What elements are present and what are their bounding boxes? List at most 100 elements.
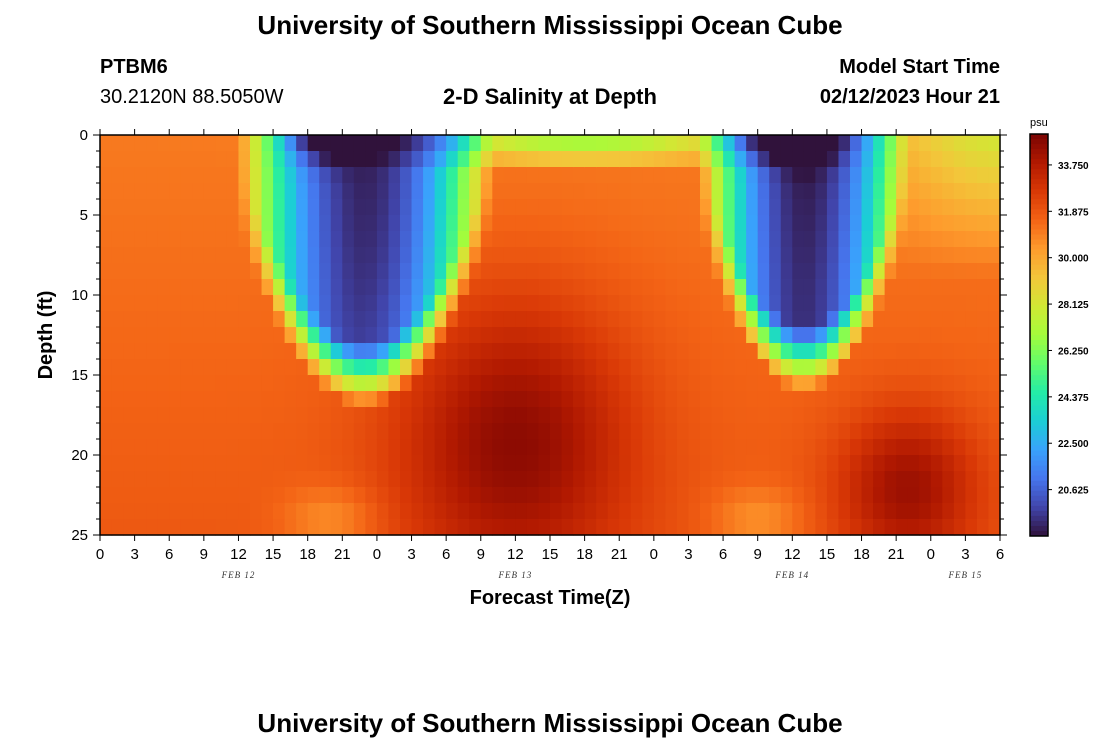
heatmap-cell [815,167,828,184]
heatmap-cell [919,151,932,168]
heatmap-cell [896,263,909,280]
heatmap-cell [423,295,436,312]
heatmap-cell [215,263,228,280]
heatmap-cell [861,439,874,456]
heatmap-cell [700,487,713,504]
heatmap-cell [192,407,205,424]
heatmap-cell [861,487,874,504]
heatmap-cell [919,231,932,248]
heatmap-cell [815,343,828,360]
heatmap-cell [215,471,228,488]
heatmap-cell [896,343,909,360]
heatmap-cell [330,279,343,296]
y-tick-label: 25 [71,527,88,544]
heatmap-cell [930,359,943,376]
heatmap-cell [192,327,205,344]
heatmap-cell [676,183,690,200]
heatmap-cell [261,215,274,232]
heatmap-cell [884,375,897,392]
heatmap-cell [965,455,978,472]
heatmap-cell [203,183,216,200]
day-label: FEB 14 [774,570,809,580]
heatmap-cell [261,391,274,408]
heatmap-cell [284,375,297,392]
heatmap-cell [376,391,390,408]
heatmap-cell [457,343,470,360]
heatmap-cell [965,247,978,264]
heatmap-cell [930,151,943,168]
heatmap-cell [192,487,205,504]
heatmap-cell [665,439,678,456]
heatmap-cell [769,215,782,232]
heatmap-cell [965,263,978,280]
heatmap-cell [942,423,955,440]
heatmap-cell [988,375,1001,392]
heatmap-cell [642,455,655,472]
heatmap-cell [550,455,563,472]
heatmap-cell [953,295,966,312]
heatmap-cell [180,151,193,168]
heatmap-cell [746,519,759,536]
heatmap-cell [434,231,447,248]
heatmap-cell [203,327,216,344]
heatmap-cell [226,407,240,424]
heatmap-cell [919,487,932,504]
heatmap-cell [584,263,597,280]
heatmap-cell [538,215,551,232]
heatmap-cell [988,295,1001,312]
heatmap-cell [319,455,332,472]
heatmap-cell [896,375,909,392]
heatmap-cell [780,407,793,424]
heatmap-cell [988,231,1001,248]
heatmap-cell [676,343,690,360]
heatmap-cell [988,263,1001,280]
heatmap-cell [873,311,886,328]
heatmap-cell [157,247,170,264]
heatmap-cell [503,343,516,360]
heatmap-cell [492,423,505,440]
heatmap-cell [746,279,759,296]
heatmap-cell [457,327,470,344]
heatmap-cell [584,327,597,344]
heatmap-cell [203,263,216,280]
colorbar-segment [1030,314,1048,321]
heatmap-cell [400,199,413,216]
heatmap-cell [180,519,193,536]
heatmap-cell [688,279,701,296]
heatmap-cell [423,327,436,344]
colorbar-segment [1030,159,1048,165]
heatmap-cell [319,311,332,328]
heatmap-cell [930,391,943,408]
heatmap-cell [676,487,690,504]
heatmap-cell [434,487,447,504]
heatmap-cell [873,135,886,152]
heatmap-cell [665,263,678,280]
heatmap-cell [584,151,597,168]
heatmap-cell [815,199,828,216]
heatmap-cell [526,167,540,184]
heatmap-cell [838,183,851,200]
heatmap-cell [411,263,424,280]
heatmap-cell [238,327,251,344]
heatmap-cell [515,359,528,376]
heatmap-cell [365,391,378,408]
heatmap-cell [203,311,216,328]
heatmap-cell [400,247,413,264]
heatmap-cell [619,199,632,216]
heatmap-cell [469,279,482,296]
heatmap-cell [815,503,828,520]
heatmap-cell [746,263,759,280]
heatmap-cell [838,455,851,472]
heatmap-cell [526,439,540,456]
heatmap-cell [792,487,805,504]
heatmap-cell [261,295,274,312]
heatmap-cell [688,231,701,248]
heatmap-cell [330,231,343,248]
heatmap-cell [711,167,724,184]
heatmap-cell [526,135,540,152]
heatmap-cell [515,471,528,488]
heatmap-cell [550,519,563,536]
heatmap-cell [134,295,147,312]
heatmap-cell [261,423,274,440]
heatmap-cell [792,183,805,200]
